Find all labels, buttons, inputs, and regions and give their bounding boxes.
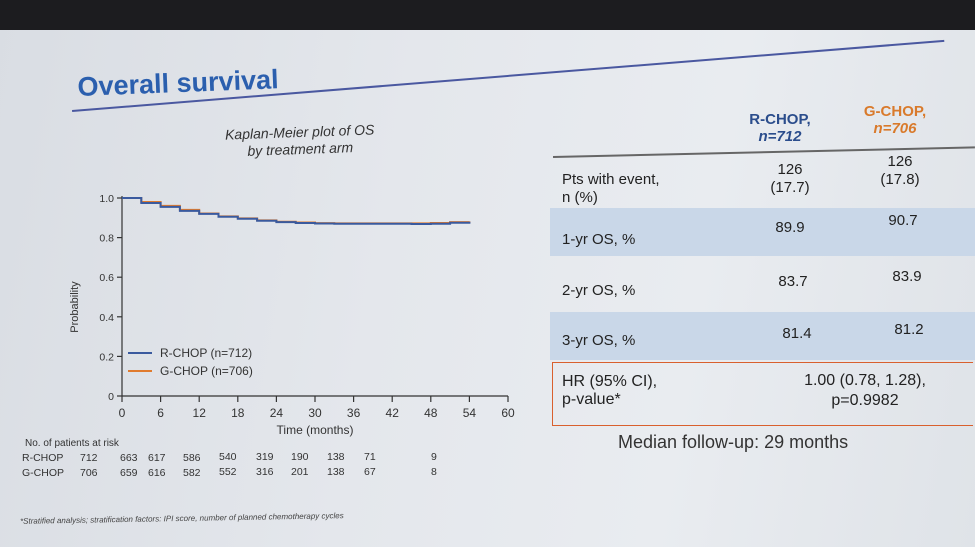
- risk-table-title: No. of patients at risk: [25, 438, 119, 449]
- risk-value: 659: [120, 466, 138, 479]
- y-tick-label: 0: [108, 391, 114, 403]
- y-tick-label: 0.2: [99, 351, 114, 363]
- val-3yr-r: 81.4: [782, 325, 812, 342]
- x-tick-label: 24: [270, 406, 284, 420]
- header-r-chop: R-CHOP, n=712: [730, 111, 830, 145]
- risk-value: 138: [327, 450, 345, 463]
- risk-value: 582: [183, 466, 201, 479]
- val-2yr-r: 83.7: [778, 273, 808, 290]
- header-g-chop-name: G-CHOP,: [863, 103, 927, 120]
- x-tick-label: 6: [157, 406, 164, 420]
- row-label-2yr: 2-yr OS, %: [562, 282, 636, 299]
- projector-border: [0, 0, 975, 30]
- risk-value: 540: [219, 451, 237, 464]
- risk-value: 552: [219, 466, 237, 479]
- x-tick-label: 36: [347, 406, 361, 420]
- val-1yr-g: 90.7: [888, 212, 918, 229]
- y-tick-label: 0.6: [99, 272, 114, 284]
- x-tick-label: 60: [501, 406, 515, 420]
- val-events-g-count: 126: [887, 153, 913, 170]
- risk-value: 316: [256, 466, 274, 479]
- x-axis-label: Time (months): [277, 423, 354, 437]
- row-label-events-line2: n (%): [562, 189, 598, 206]
- chart-curves: [122, 197, 471, 225]
- band-1yr: [550, 208, 975, 256]
- x-tick-label: 0: [119, 406, 126, 420]
- x-tick-label: 12: [193, 406, 207, 420]
- y-tick-label: 0.4: [99, 312, 114, 324]
- risk-row-arm: G-CHOP: [22, 467, 64, 479]
- risk-value: 663: [120, 451, 138, 464]
- median-followup: Median follow-up: 29 months: [618, 432, 849, 452]
- chart-axes: 0 0.2 0.4 0.6 0.8 1.0 0 6 12 18 24 30 36 42 48 54 60 Time…: [69, 193, 515, 437]
- row-label-1yr: 1-yr OS, %: [562, 231, 636, 248]
- hr-label-line1: HR (95% CI),: [562, 373, 658, 390]
- row-label-events-line1: Pts with event,: [562, 171, 660, 188]
- x-tick-label: 48: [424, 406, 438, 420]
- x-tick-label: 30: [308, 406, 322, 420]
- val-events-r: 126 (17.7): [745, 161, 835, 197]
- legend-label: R-CHOP (n=712): [160, 346, 252, 360]
- hr-box: [552, 362, 973, 426]
- risk-value: 71: [364, 450, 376, 463]
- risk-value: 138: [327, 465, 345, 478]
- risk-value: 706: [80, 467, 98, 479]
- risk-value: 586: [183, 451, 201, 464]
- hr-value-line2: p=0.9982: [831, 392, 899, 409]
- hr-value-line1: 1.00 (0.78, 1.28),: [804, 372, 926, 389]
- band-3yr: [550, 312, 975, 360]
- y-axis-label: Probability: [69, 281, 81, 333]
- legend-label: G-CHOP (n=706): [160, 364, 253, 378]
- risk-value: 617: [148, 451, 166, 464]
- val-events-r-count: 126: [777, 161, 803, 178]
- val-events-g-pct: (17.8): [880, 171, 920, 188]
- row-label-events: Pts with event, n (%): [562, 171, 660, 207]
- header-r-chop-n: n=712: [758, 128, 802, 145]
- risk-value: 712: [80, 452, 98, 464]
- x-tick-label: 54: [463, 406, 477, 420]
- hr-value: 1.00 (0.78, 1.28), p=0.9982: [760, 371, 970, 411]
- risk-value: 190: [291, 451, 309, 464]
- hr-label: HR (95% CI), p-value*: [562, 373, 657, 409]
- risk-value: 319: [256, 451, 274, 464]
- val-1yr-r: 89.9: [775, 219, 805, 236]
- km-curve-r-chop: [122, 197, 471, 225]
- header-r-chop-name: R-CHOP,: [749, 111, 811, 128]
- header-g-chop: G-CHOP, n=706: [840, 103, 950, 137]
- risk-value: 9: [431, 450, 437, 463]
- risk-value: 67: [364, 465, 376, 478]
- chart-legend: R-CHOP (n=712) G-CHOP (n=706): [128, 346, 253, 378]
- header-g-chop-n: n=706: [873, 120, 917, 137]
- val-events-g: 126 (17.8): [855, 153, 945, 189]
- val-3yr-g: 81.2: [894, 321, 924, 338]
- row-label-3yr: 3-yr OS, %: [562, 332, 636, 349]
- risk-value: 201: [291, 466, 309, 479]
- y-tick-label: 0.8: [99, 233, 114, 245]
- val-2yr-g: 83.9: [892, 268, 922, 285]
- risk-value: 616: [148, 466, 166, 479]
- y-tick-label: 1.0: [99, 193, 114, 205]
- risk-row-arm: R-CHOP: [22, 452, 64, 464]
- x-tick-label: 42: [386, 406, 400, 420]
- risk-value: 8: [431, 465, 437, 478]
- val-events-r-pct: (17.7): [770, 179, 810, 196]
- hr-label-line2: p-value*: [562, 391, 621, 408]
- x-tick-label: 18: [231, 406, 245, 420]
